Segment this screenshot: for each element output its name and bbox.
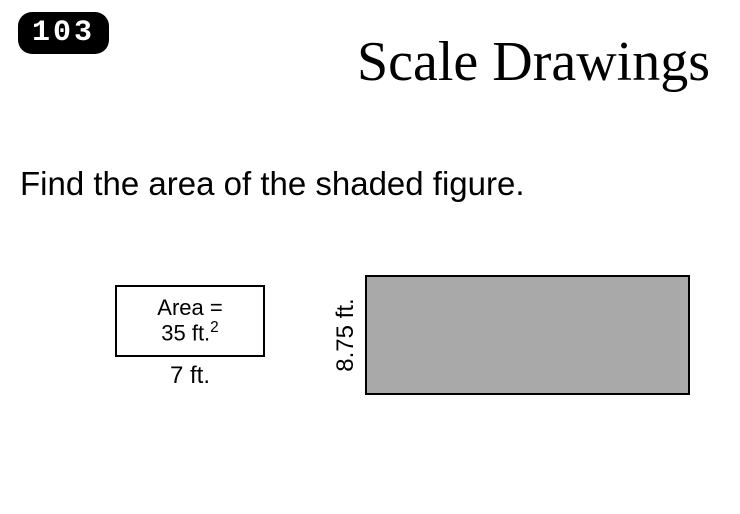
area-value-text: 35 ft.: [161, 321, 210, 346]
problem-number: 103: [32, 16, 95, 50]
small-rect-width-label: 7 ft.: [115, 362, 265, 390]
area-exponent: 2: [210, 319, 219, 336]
problem-prompt: Find the area of the shaded figure.: [20, 165, 525, 203]
page-title: Scale Drawings: [357, 30, 710, 94]
small-rect-area-label: Area = 35 ft.2: [157, 296, 222, 346]
diagram-area: Area = 35 ft.2 7 ft. 8.75 ft.: [0, 270, 740, 470]
shaded-rectangle: [365, 275, 690, 395]
shaded-rect-height-label: 8.75 ft.: [332, 275, 360, 395]
problem-number-badge: 103: [18, 12, 109, 54]
small-rectangle: Area = 35 ft.2: [115, 285, 265, 357]
area-label-text: Area =: [157, 295, 222, 320]
